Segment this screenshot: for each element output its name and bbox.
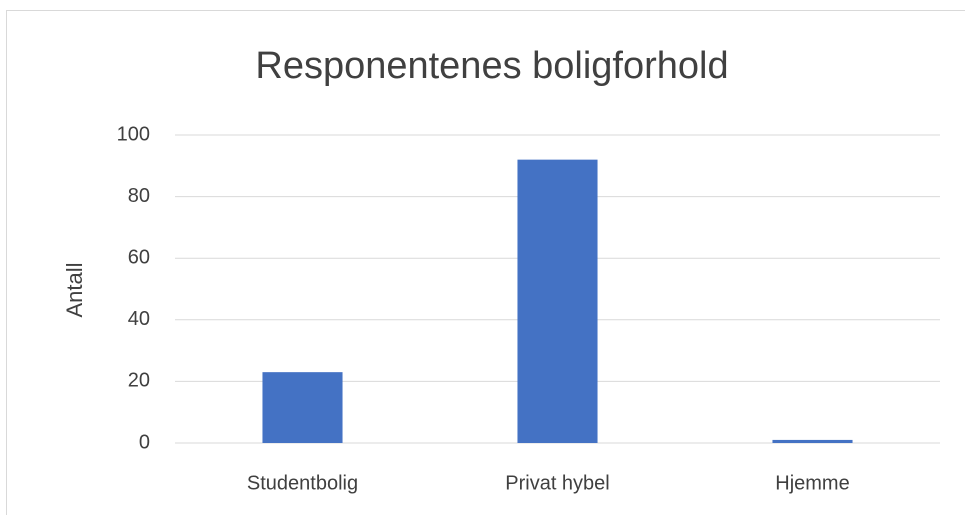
x-tick-label: Privat hybel — [505, 472, 610, 494]
y-tick-label: 40 — [128, 308, 150, 330]
bar — [262, 372, 342, 443]
y-tick-label: 20 — [128, 370, 150, 392]
y-tick-label: 80 — [128, 185, 150, 207]
y-axis-title: Antall — [62, 262, 87, 317]
y-tick-label: 60 — [128, 246, 150, 268]
x-tick-label: Hjemme — [775, 472, 849, 494]
chart-title: Responentenes boligforhold — [255, 45, 728, 87]
x-tick-label: Studentbolig — [247, 472, 358, 494]
y-tick-label: 100 — [117, 123, 150, 145]
bar — [772, 440, 852, 443]
y-tick-label: 0 — [139, 431, 150, 453]
bar — [517, 160, 597, 443]
